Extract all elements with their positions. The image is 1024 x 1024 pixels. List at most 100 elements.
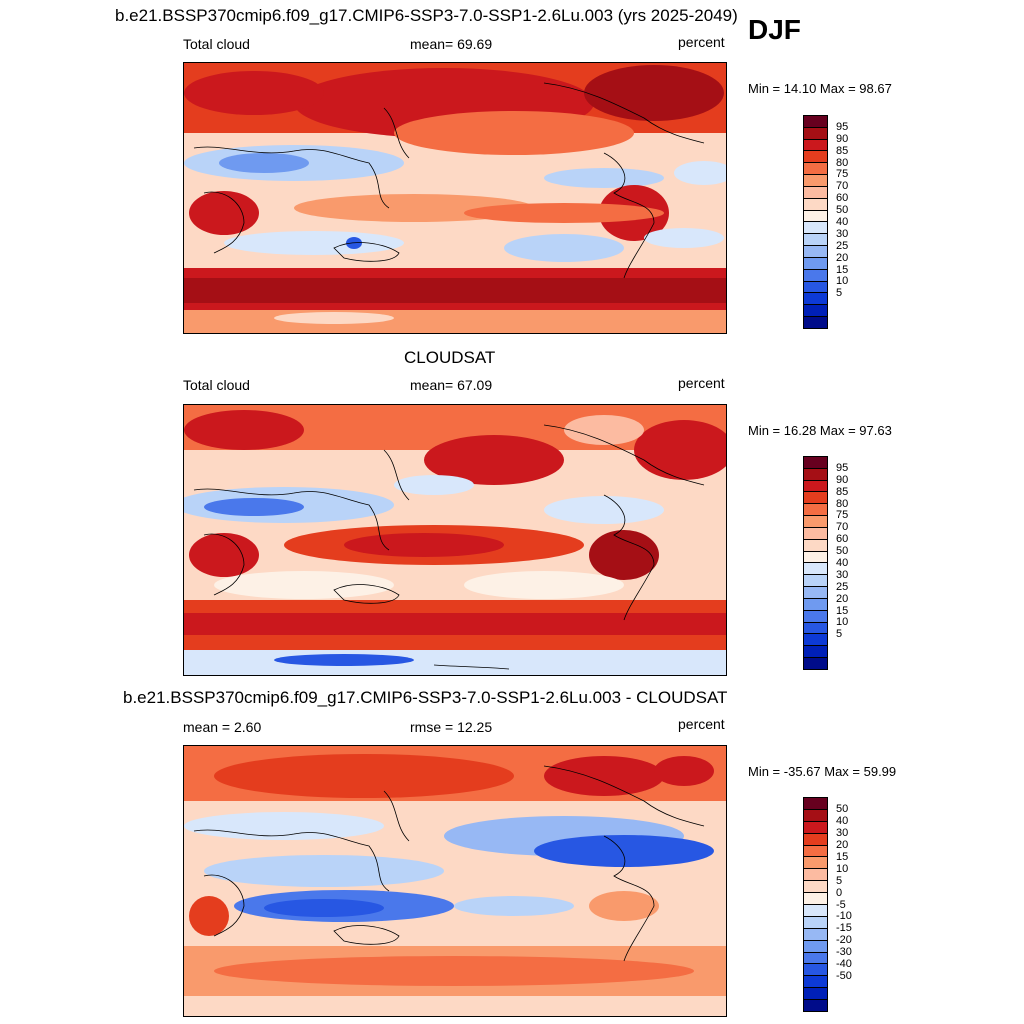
colorbar-swatch [804, 257, 827, 270]
colorbar-swatch [804, 539, 827, 552]
colorbar-tick-label: 85 [836, 144, 849, 157]
colorbar-swatch [804, 964, 827, 977]
colorbar-tick-label: 80 [836, 156, 849, 169]
colorbar-tick-label: 20 [836, 592, 849, 605]
colorbar-swatch [804, 940, 827, 953]
colorbar-tick-label: -50 [836, 970, 852, 983]
colorbar-swatch [804, 563, 827, 576]
colorbar-tick-label: 5 [836, 287, 843, 300]
colorbar-tick-label: 30 [836, 568, 849, 581]
colorbar-swatch [804, 869, 827, 882]
colorbar-tick-label: -30 [836, 946, 852, 959]
colorbar-tick-label: 10 [836, 862, 849, 875]
colorbar-tick-label: -10 [836, 910, 852, 923]
colorbar-swatch [804, 658, 827, 669]
colorbar-swatch [804, 527, 827, 540]
colorbar-swatch [804, 492, 827, 505]
colorbar-swatch [804, 116, 827, 128]
panel-2-mean-label: mean= 67.09 [410, 377, 493, 393]
colorbar-tick-label: 90 [836, 132, 849, 145]
colorbar-tick-label: 25 [836, 239, 849, 252]
panel-2-colorbar [803, 456, 828, 670]
panel-2-map-field [184, 405, 726, 675]
panel-1-mean-label: mean= 69.69 [410, 36, 493, 52]
colorbar-swatch [804, 163, 827, 176]
colorbar-tick-label: -15 [836, 922, 852, 935]
colorbar-tick-label: 75 [836, 509, 849, 522]
colorbar-swatch [804, 798, 827, 810]
colorbar-tick-label: 30 [836, 227, 849, 240]
panel-3-title: b.e21.BSSP370cmip6.f09_g17.CMIP6-SSP3-7.… [123, 688, 728, 707]
colorbar-tick-label: 95 [836, 461, 849, 474]
colorbar-tick-label: 10 [836, 275, 849, 288]
colorbar-tick-label: 40 [836, 216, 849, 228]
colorbar-swatch [804, 551, 827, 564]
colorbar-tick-label: 15 [836, 263, 849, 276]
colorbar-swatch [804, 646, 827, 659]
colorbar-tick-label: 95 [836, 120, 849, 133]
colorbar-swatch [804, 305, 827, 318]
season-label: DJF [748, 14, 801, 45]
colorbar-tick-label: 60 [836, 192, 849, 205]
panel-2-minmax: Min = 16.28 Max = 97.63 [748, 423, 892, 438]
colorbar-swatch [804, 976, 827, 989]
colorbar-swatch [804, 210, 827, 223]
colorbar-swatch [804, 809, 827, 822]
colorbar-swatch [804, 622, 827, 635]
colorbar-swatch [804, 281, 827, 294]
colorbar-tick-label: -5 [836, 898, 846, 911]
panel-2-map [183, 404, 727, 676]
panel-1-title: b.e21.BSSP370cmip6.f09_g17.CMIP6-SSP3-7.… [115, 6, 738, 25]
colorbar-swatch [804, 504, 827, 517]
colorbar-swatch [804, 905, 827, 917]
colorbar-tick-label: 85 [836, 485, 849, 498]
colorbar-tick-label: 50 [836, 204, 849, 217]
colorbar-swatch [804, 480, 827, 493]
colorbar-tick-label: 60 [836, 533, 849, 546]
colorbar-swatch [804, 293, 827, 306]
colorbar-swatch [804, 833, 827, 846]
colorbar-tick-label: 25 [836, 580, 849, 593]
panel-1-map-field [184, 63, 726, 333]
colorbar-swatch [804, 457, 827, 469]
panel-1-units-label: percent [678, 34, 725, 50]
colorbar-tick-label: 5 [836, 874, 843, 887]
colorbar-swatch [804, 634, 827, 647]
colorbar-tick-label: 50 [836, 802, 849, 815]
panel-2-title: CLOUDSAT [404, 348, 496, 367]
panel-3-map [183, 745, 727, 1017]
colorbar-swatch [804, 269, 827, 282]
colorbar-swatch [804, 175, 827, 187]
panel-1-map [183, 62, 727, 334]
panel-2-variable-label: Total cloud [183, 377, 250, 393]
colorbar-tick-label: 20 [836, 838, 849, 851]
colorbar-swatch [804, 1000, 827, 1012]
colorbar-tick-label: 80 [836, 497, 849, 510]
colorbar-tick-label: 70 [836, 521, 849, 534]
colorbar-tick-label: 75 [836, 168, 849, 181]
colorbar-swatch [804, 151, 827, 164]
colorbar-swatch [804, 952, 827, 965]
colorbar-swatch [804, 317, 827, 328]
colorbar-swatch [804, 516, 827, 528]
colorbar-tick-label: 10 [836, 616, 849, 629]
colorbar-tick-label: 40 [836, 814, 849, 827]
colorbar-swatch [804, 222, 827, 235]
colorbar-swatch [804, 468, 827, 481]
panel-3-map-field [184, 746, 726, 1016]
colorbar-tick-label: 15 [836, 604, 849, 617]
colorbar-swatch [804, 587, 827, 599]
colorbar-tick-label: 5 [836, 628, 843, 641]
panel-2-units-label: percent [678, 375, 725, 391]
colorbar-swatch [804, 127, 827, 140]
colorbar-swatch [804, 881, 827, 894]
colorbar-tick-label: 30 [836, 826, 849, 839]
panel-1-minmax: Min = 14.10 Max = 98.67 [748, 81, 892, 96]
panel-1-colorbar [803, 115, 828, 329]
colorbar-swatch [804, 845, 827, 858]
panel-3-minmax: Min = -35.67 Max = 59.99 [748, 764, 897, 779]
panel-3-colorbar [803, 797, 828, 1012]
colorbar-tick-label: -40 [836, 958, 852, 971]
colorbar-swatch [804, 893, 827, 906]
colorbar-swatch [804, 821, 827, 834]
